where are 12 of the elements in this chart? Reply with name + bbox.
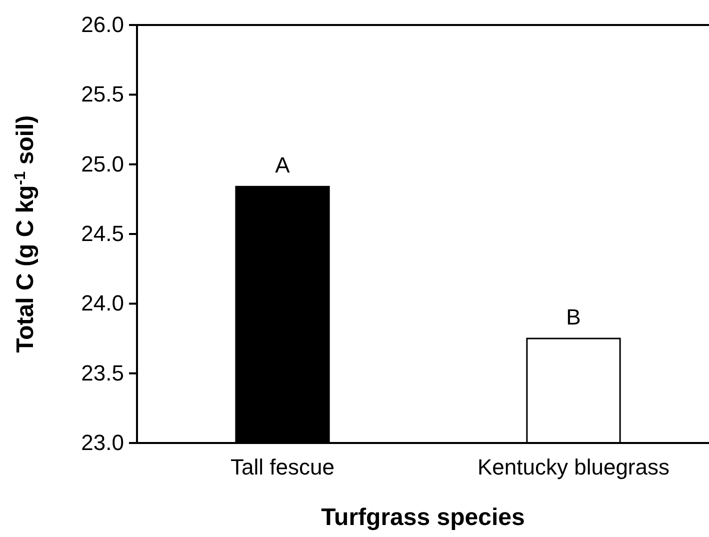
x-tick-label: Tall fescue <box>230 454 334 480</box>
y-tick-label: 23.0 <box>81 430 124 456</box>
y-tick-label: 24.0 <box>81 290 124 316</box>
annotation: B <box>566 304 581 330</box>
y-tick-label: 26.0 <box>81 12 124 38</box>
x-tick-label: Kentucky bluegrass <box>478 454 670 480</box>
y-tick-label: 23.5 <box>81 360 124 386</box>
y-tick-label: 24.5 <box>81 221 124 246</box>
y-tick-label: 25.0 <box>81 151 124 176</box>
x-axis-title: Turfgrass species <box>321 504 525 531</box>
annotation: A <box>275 152 290 178</box>
y-tick-label: 25.5 <box>81 82 124 107</box>
